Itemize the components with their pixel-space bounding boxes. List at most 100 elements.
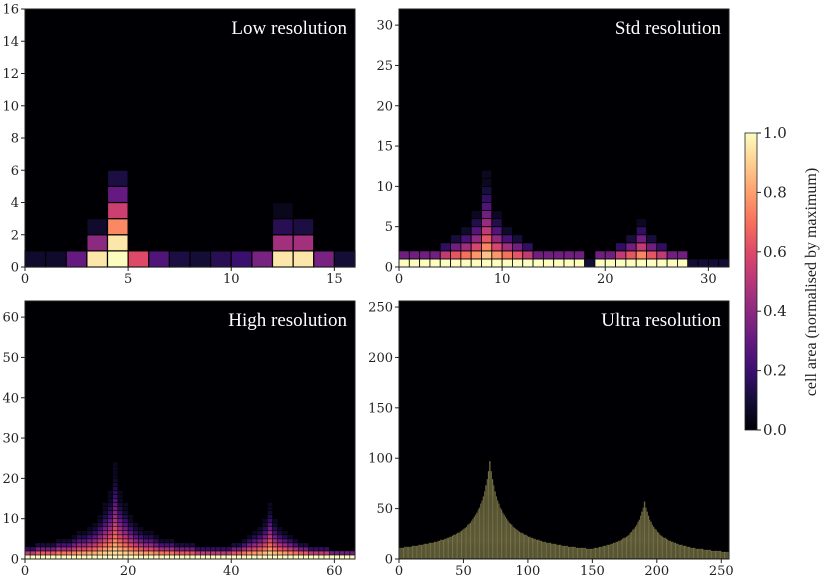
cell [614, 550, 616, 553]
cell [440, 546, 442, 549]
cell [526, 547, 529, 550]
cell [502, 534, 504, 536]
cell [468, 527, 471, 529]
cell [487, 508, 490, 510]
cell [292, 542, 299, 548]
cell [502, 521, 504, 523]
cell [411, 546, 414, 549]
cell [512, 532, 514, 534]
cell [313, 554, 320, 560]
cell [498, 513, 500, 515]
cell [498, 541, 500, 543]
cell [474, 519, 477, 521]
cell [523, 547, 526, 550]
cell [107, 494, 113, 499]
cell [442, 549, 445, 552]
cell [487, 478, 490, 480]
cell [511, 529, 513, 531]
cell [487, 472, 490, 474]
cell [625, 234, 637, 244]
cell [507, 529, 509, 531]
cell [511, 556, 513, 559]
cell [251, 534, 258, 540]
cell [451, 537, 454, 539]
cell [210, 546, 217, 552]
cell [468, 526, 471, 528]
cell [476, 541, 478, 543]
cell [482, 553, 485, 556]
cell [494, 512, 496, 514]
cell [402, 556, 405, 559]
cell [599, 549, 602, 552]
cell [504, 540, 507, 542]
cell [112, 494, 119, 499]
cell [454, 538, 456, 540]
cell [478, 549, 481, 552]
cell [491, 499, 494, 501]
cell [436, 555, 438, 558]
cell [635, 250, 647, 260]
cell [589, 552, 592, 555]
cell [503, 552, 505, 555]
cell [511, 535, 513, 537]
cell [410, 551, 413, 554]
cell [553, 250, 565, 260]
cell [465, 552, 468, 555]
cell [503, 540, 505, 542]
cell [612, 556, 615, 559]
cell [552, 546, 554, 549]
cell [436, 542, 438, 545]
cell [620, 548, 623, 551]
cell [535, 552, 538, 555]
cell [485, 523, 487, 525]
cell [530, 546, 532, 549]
cell [480, 538, 482, 540]
cell [509, 532, 512, 534]
cell [579, 552, 581, 555]
cell [625, 556, 628, 559]
cell [517, 535, 520, 537]
cell [504, 518, 507, 520]
cell [471, 553, 473, 556]
cell [541, 554, 544, 557]
cell [554, 554, 557, 557]
cell [410, 552, 413, 555]
cell [520, 549, 522, 552]
cell [468, 543, 471, 546]
x-tick-label: 10 [494, 272, 511, 287]
cell [579, 549, 581, 552]
cell [476, 513, 478, 515]
cell [303, 550, 309, 556]
cell [477, 533, 480, 535]
cell [456, 550, 459, 553]
cell [625, 545, 628, 548]
cell [526, 553, 529, 556]
cell [490, 476, 492, 478]
cell [431, 543, 433, 546]
cell [480, 556, 482, 559]
cell [562, 553, 565, 556]
cell [489, 505, 491, 507]
cell [545, 556, 548, 559]
cell [456, 541, 459, 543]
cell [531, 546, 534, 549]
cell [547, 546, 549, 549]
cell [420, 556, 423, 559]
cell [469, 556, 472, 559]
cell [440, 549, 442, 552]
cell [498, 556, 500, 559]
cell [535, 542, 538, 545]
cell [502, 543, 504, 546]
cell [450, 542, 452, 545]
cell [102, 506, 108, 511]
cell [502, 525, 504, 527]
cell [624, 546, 626, 549]
cell [487, 553, 490, 556]
cell [666, 258, 678, 268]
cell [492, 540, 495, 542]
cell [494, 533, 496, 535]
cell [433, 543, 436, 546]
cell [433, 549, 436, 552]
cell [434, 556, 437, 559]
cell [277, 534, 284, 540]
